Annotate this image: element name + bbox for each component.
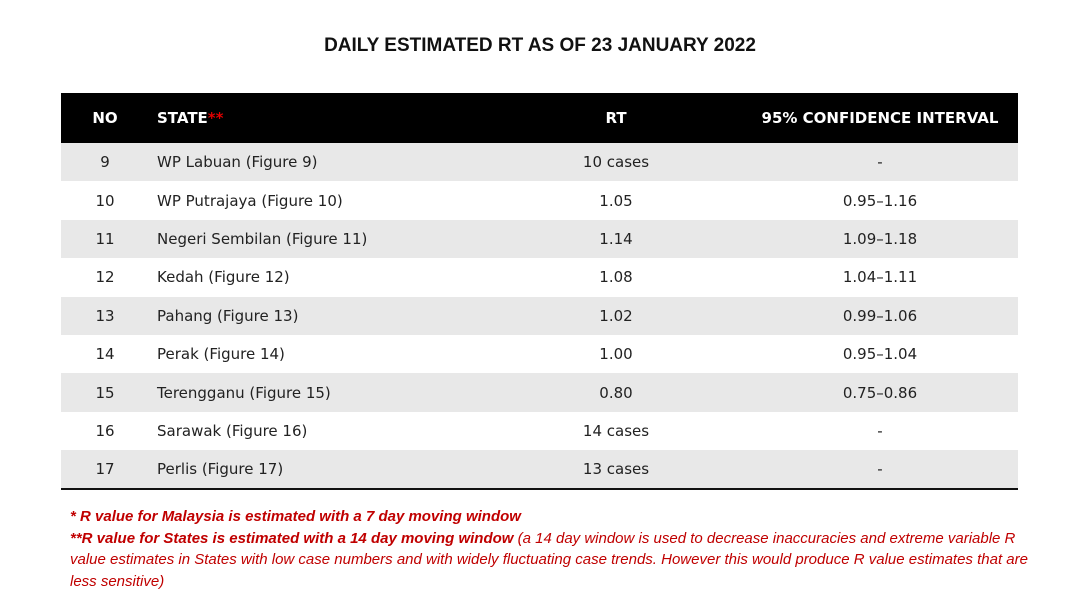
- cell-state: Perlis (Figure 17): [157, 459, 284, 478]
- header-state: STATE**: [149, 93, 490, 143]
- header-state-mark: **: [207, 109, 224, 127]
- cell-state: Pahang (Figure 13): [157, 306, 299, 325]
- cell-ci: 1.04–1.11: [842, 268, 918, 287]
- footnotes: * R value for Malaysia is estimated with…: [70, 506, 1030, 592]
- table-row: 14 Perak (Figure 14) 1.00 0.95–1.04: [61, 335, 1018, 373]
- footnote-2: **R value for States is estimated with a…: [70, 528, 1030, 593]
- cell-no: 14: [95, 345, 115, 364]
- cell-ci: 0.95–1.16: [842, 191, 918, 210]
- cell-ci: -: [877, 153, 883, 172]
- cell-rt: 1.05: [599, 191, 633, 210]
- cell-rt: 14 cases: [582, 421, 650, 440]
- cell-state: WP Putrajaya (Figure 10): [157, 191, 343, 210]
- cell-ci: 0.95–1.04: [842, 345, 918, 364]
- cell-ci: -: [877, 421, 883, 440]
- page-title: DAILY ESTIMATED RT AS OF 23 JANUARY 2022: [324, 35, 756, 56]
- table-row: 16 Sarawak (Figure 16) 14 cases -: [61, 412, 1018, 450]
- cell-rt: 1.14: [599, 229, 633, 248]
- cell-ci: 1.09–1.18: [842, 229, 918, 248]
- header-no: NO: [92, 109, 118, 127]
- cell-rt: 10 cases: [582, 153, 650, 172]
- cell-state: Negeri Sembilan (Figure 11): [157, 229, 368, 248]
- table-row: 12 Kedah (Figure 12) 1.08 1.04–1.11: [61, 258, 1018, 296]
- cell-state: WP Labuan (Figure 9): [157, 153, 318, 172]
- cell-rt: 13 cases: [582, 459, 650, 478]
- footnote-2-bold: **R value for States is estimated with a…: [70, 529, 514, 547]
- header-state-label: STATE: [157, 109, 208, 127]
- cell-ci: 0.75–0.86: [842, 383, 918, 402]
- cell-no: 9: [100, 153, 110, 172]
- cell-rt: 1.00: [599, 345, 633, 364]
- cell-no: 10: [95, 191, 115, 210]
- cell-state: Sarawak (Figure 16): [157, 421, 308, 440]
- cell-no: 11: [95, 229, 115, 248]
- footnote-1: * R value for Malaysia is estimated with…: [70, 506, 1030, 528]
- table-row: 11 Negeri Sembilan (Figure 11) 1.14 1.09–1.…: [61, 219, 1018, 259]
- footnote-2-text: (a 14 day window is used to decrease ina…: [70, 529, 1028, 590]
- table-row: 10 WP Putrajaya (Figure 10) 1.05 0.95–1.16: [61, 181, 1018, 219]
- table-header-row: NO STATE** RT 95% CONFIDENCE INTERVAL: [61, 93, 1018, 143]
- footnote-1-text: * R value for Malaysia is estimated with…: [70, 508, 521, 525]
- table-row: 15 Terengganu (Figure 15) 0.80 0.75–0.86: [61, 373, 1018, 412]
- cell-no: 16: [95, 421, 115, 440]
- table-row: 9 WP Labuan (Figure 9) 10 cases -: [61, 143, 1018, 182]
- cell-ci: 0.99–1.06: [842, 306, 918, 325]
- cell-ci: -: [877, 459, 883, 478]
- cell-state: Kedah (Figure 12): [157, 268, 290, 287]
- cell-no: 17: [95, 459, 115, 478]
- table-row: 13 Pahang (Figure 13) 1.02 0.99–1.06: [61, 296, 1018, 335]
- cell-rt: 1.08: [599, 268, 633, 287]
- cell-rt: 0.80: [599, 383, 633, 402]
- cell-rt: 1.02: [599, 306, 633, 325]
- header-rt: RT: [605, 109, 627, 127]
- cell-no: 12: [95, 268, 115, 287]
- cell-no: 13: [95, 306, 115, 325]
- header-ci: 95% CONFIDENCE INTERVAL: [761, 109, 999, 127]
- table-row: 17 Perlis (Figure 17) 13 cases -: [61, 450, 1018, 489]
- cell-state: Terengganu (Figure 15): [157, 383, 331, 402]
- cell-no: 15: [95, 383, 115, 402]
- rt-table: NO STATE** RT 95% CONFIDENCE INTERVAL 9 W…: [61, 93, 1018, 490]
- cell-state: Perak (Figure 14): [157, 345, 285, 364]
